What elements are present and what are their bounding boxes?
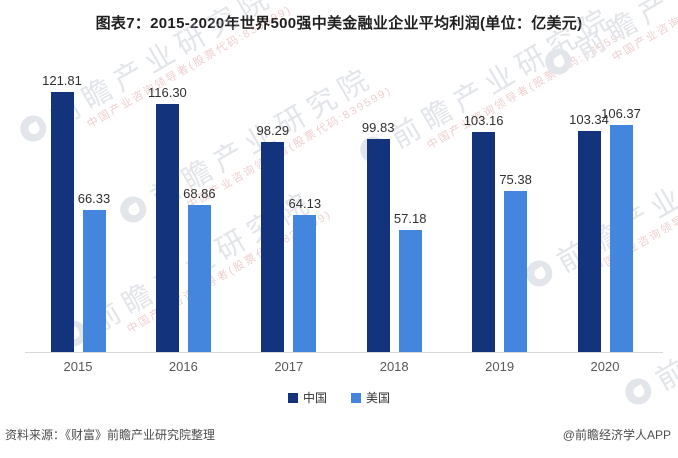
x-axis-line: [25, 352, 663, 353]
value-label-china-2017: 98.29: [256, 123, 290, 139]
legend-item-usa: 美国: [351, 389, 390, 406]
x-tick-2019: 2019: [485, 359, 515, 374]
x-tick-2016: 2016: [168, 359, 198, 374]
bar-china-2020: [577, 131, 601, 352]
legend-label-usa: 美国: [366, 391, 391, 405]
x-tick-2015: 2015: [63, 359, 93, 374]
credit-text: @前瞻经济学人APP: [562, 428, 671, 442]
bar-usa-2018: [398, 229, 422, 352]
bar-china-2019: [472, 131, 496, 352]
x-tick-2020: 2020: [590, 359, 620, 374]
value-label-usa-2015: 66.33: [77, 191, 111, 207]
bar-china-2018: [366, 138, 390, 352]
value-label-china-2020: 103.34: [569, 112, 609, 128]
bar-china-2017: [261, 142, 285, 352]
bar-china-2016: [155, 103, 179, 352]
chart-title: 图表7：2015-2020年世界500强中美金融业企业平均利润(单位：亿美元): [95, 15, 583, 32]
footer: 资料来源：《财富》前瞻产业研究院整理 @前瞻经济学人APP: [5, 426, 671, 443]
legend-swatch-china: [287, 392, 298, 403]
legend-item-china: 中国: [287, 389, 327, 406]
legend-swatch-usa: [351, 392, 361, 403]
x-tick-2017: 2017: [274, 359, 304, 374]
bar-china-2015: [50, 91, 74, 352]
value-label-usa-2020: 106.37: [601, 105, 641, 121]
legend-label-china: 中国: [302, 391, 327, 405]
value-label-china-2019: 103.16: [463, 112, 504, 128]
value-label-usa-2016: 68.86: [183, 186, 216, 202]
bar-usa-2019: [504, 191, 528, 352]
bar-usa-2016: [187, 205, 211, 352]
value-label-usa-2019: 75.38: [499, 172, 532, 188]
bar-usa-2015: [82, 210, 106, 352]
value-label-china-2018: 99.83: [361, 119, 395, 135]
bar-usa-2017: [293, 215, 317, 352]
value-label-china-2016: 116.30: [147, 84, 187, 100]
legend: 中国 美国: [0, 389, 678, 406]
value-label-usa-2018: 57.18: [393, 210, 427, 226]
bar-usa-2020: [609, 124, 633, 352]
x-tick-2018: 2018: [379, 359, 409, 374]
source-text: 资料来源：《财富》前瞻产业研究院整理: [5, 428, 216, 442]
value-label-usa-2017: 64.13: [288, 196, 322, 212]
value-label-china-2015: 121.81: [42, 72, 82, 88]
